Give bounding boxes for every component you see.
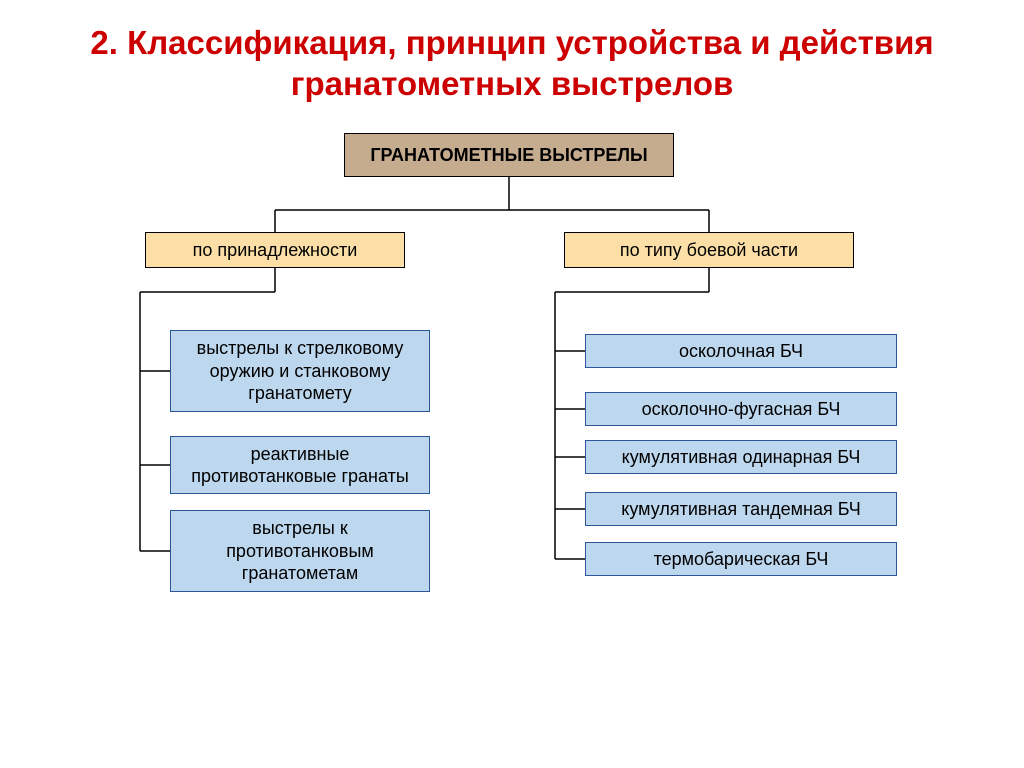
node-l2: реактивные противотанковые гранаты bbox=[170, 436, 430, 494]
node-cat_left: по принадлежности bbox=[145, 232, 405, 268]
node-cat_right: по типу боевой части bbox=[564, 232, 854, 268]
node-l3: выстрелы к противотанковым гранатометам bbox=[170, 510, 430, 592]
node-l1: выстрелы к стрелковому оружию и станково… bbox=[170, 330, 430, 412]
connector-lines bbox=[0, 0, 1024, 768]
node-r4: кумулятивная тандемная БЧ bbox=[585, 492, 897, 526]
page-title: 2. Классификация, принцип устройства и д… bbox=[0, 22, 1024, 105]
node-root: ГРАНАТОМЕТНЫЕ ВЫСТРЕЛЫ bbox=[344, 133, 674, 177]
node-r2: осколочно-фугасная БЧ bbox=[585, 392, 897, 426]
node-r1: осколочная БЧ bbox=[585, 334, 897, 368]
node-r3: кумулятивная одинарная БЧ bbox=[585, 440, 897, 474]
node-r5: термобарическая БЧ bbox=[585, 542, 897, 576]
